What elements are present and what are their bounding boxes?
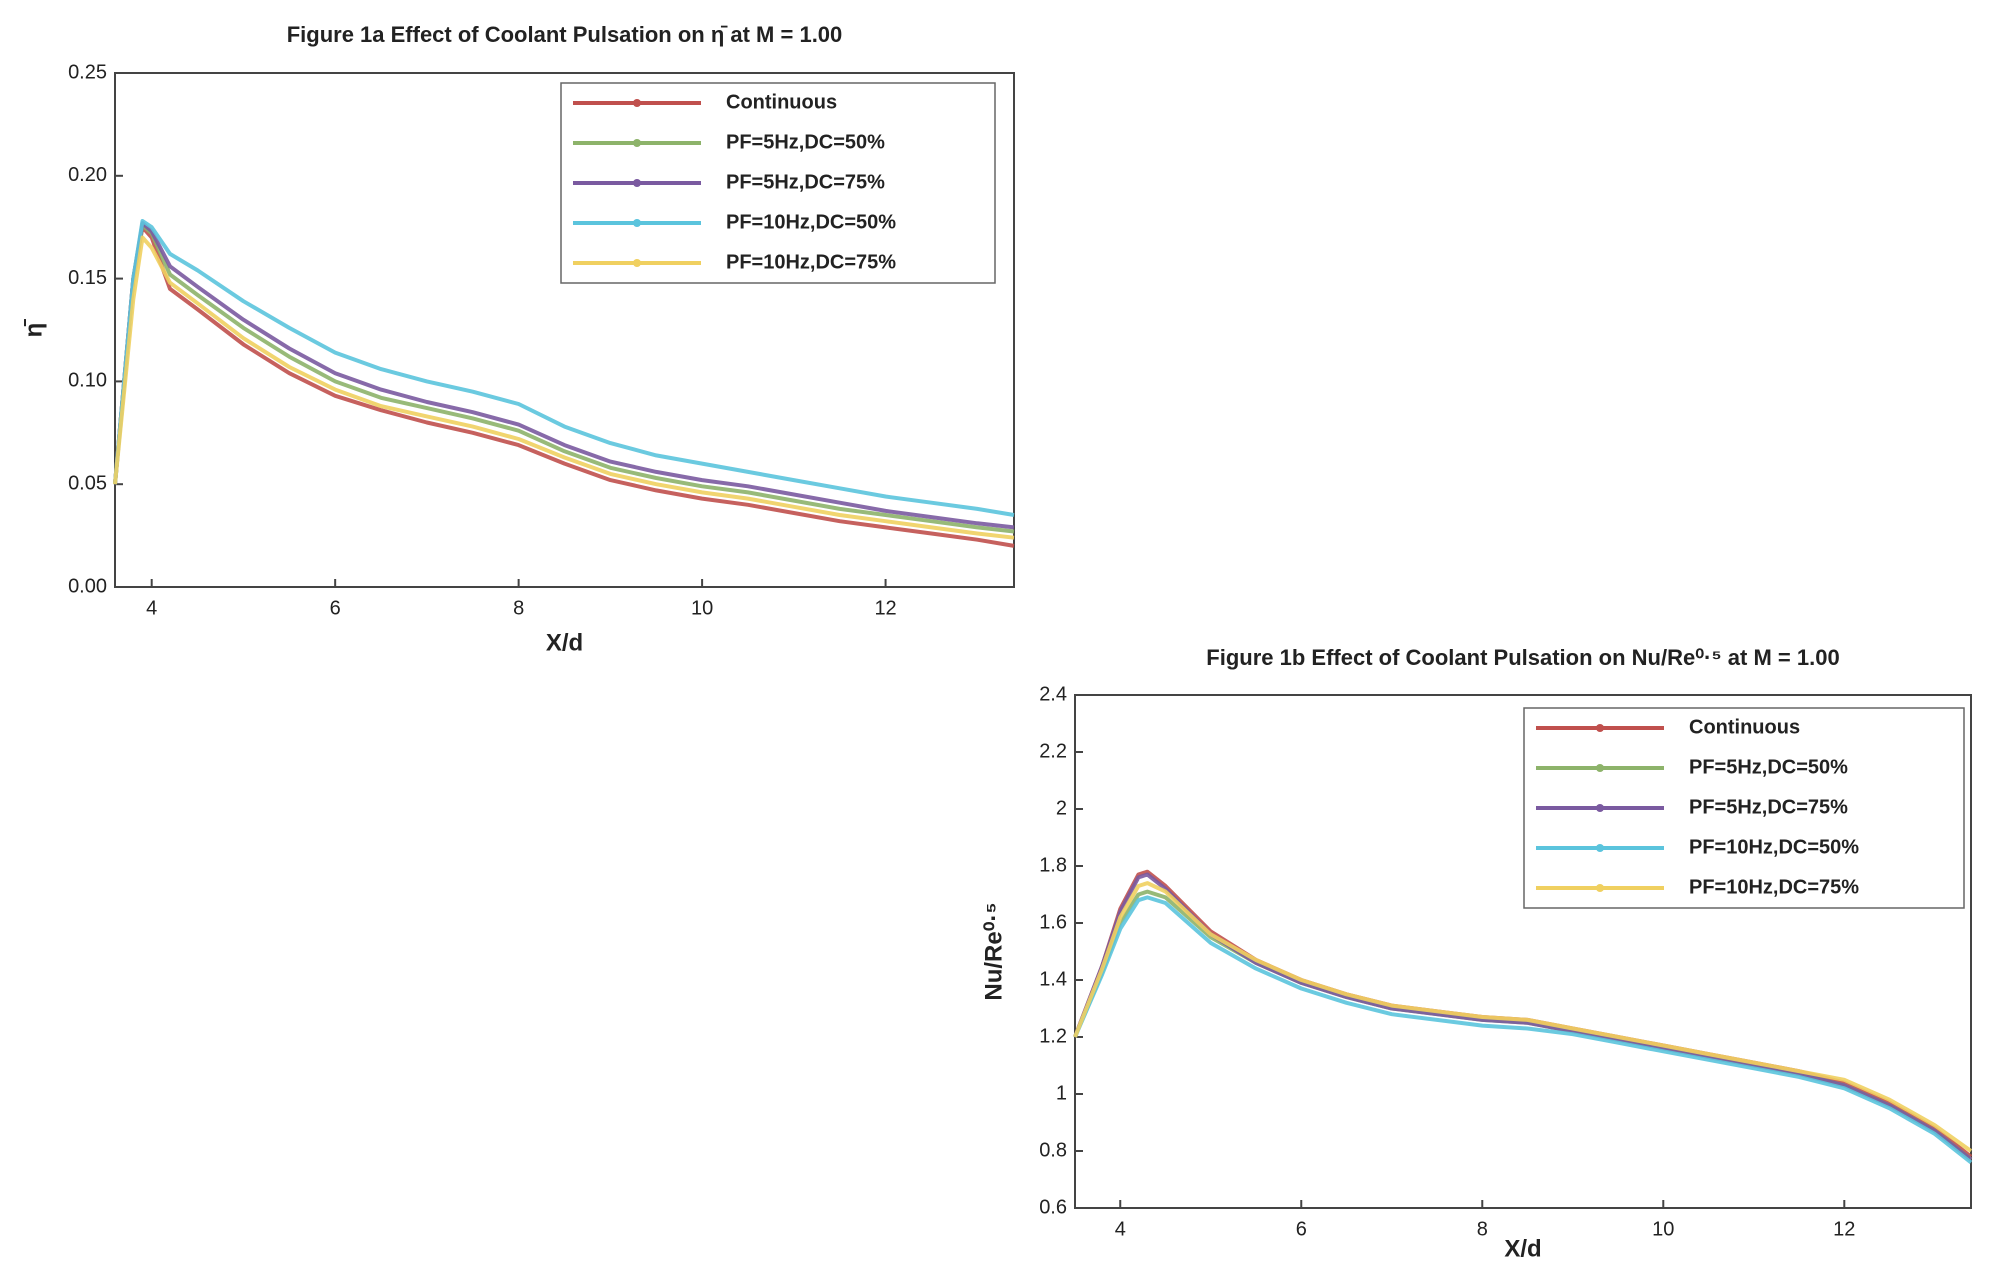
legend-marker	[633, 99, 641, 107]
series-line	[113, 221, 1015, 530]
chart-title: Figure 1b Effect of Coolant Pulsation on…	[1206, 645, 1839, 670]
legend-marker	[633, 139, 641, 147]
x-tick-label: 12	[1833, 1218, 1855, 1240]
x-tick-label: 4	[1115, 1218, 1126, 1240]
chart: Figure 1b Effect of Coolant Pulsation on…	[980, 645, 1973, 1262]
y-tick-label: 0.25	[68, 61, 107, 83]
y-tick-label: 2	[1056, 797, 1067, 819]
y-axis-label: η̄	[20, 319, 47, 338]
y-tick-label: 0.20	[68, 164, 107, 186]
legend-label: PF=5Hz,DC=50%	[1689, 756, 1848, 778]
y-tick-label: 0.00	[68, 575, 107, 597]
y-tick-label: 2.4	[1039, 683, 1067, 705]
y-tick-label: 1.2	[1039, 1025, 1067, 1047]
y-tick-label: 1.8	[1039, 854, 1067, 876]
series-line	[1073, 895, 1973, 1164]
legend-marker	[1596, 844, 1604, 852]
series-line	[113, 219, 1015, 517]
y-tick-label: 0.8	[1039, 1139, 1067, 1161]
legend-label: PF=5Hz,DC=50%	[726, 131, 885, 153]
y-tick-label: 1	[1056, 1082, 1067, 1104]
y-tick-label: 0.6	[1039, 1196, 1067, 1218]
series-line	[113, 235, 1015, 540]
y-tick-label: 0.05	[68, 472, 107, 494]
y-tick-label: 1.4	[1039, 968, 1067, 990]
x-tick-label: 4	[146, 597, 157, 619]
legend-label: PF=5Hz,DC=75%	[726, 171, 885, 193]
y-tick-label: 0.10	[68, 370, 107, 392]
series-line	[113, 223, 1015, 534]
x-axis-label: X/d	[1504, 1235, 1541, 1262]
legend-marker	[1596, 724, 1604, 732]
legend-marker	[633, 179, 641, 187]
series-line	[1073, 872, 1973, 1162]
x-axis-label: X/d	[546, 629, 583, 656]
legend-marker	[1596, 804, 1604, 812]
x-tick-label: 10	[691, 597, 713, 619]
y-tick-label: 0.15	[68, 267, 107, 289]
legend-marker	[633, 259, 641, 267]
x-tick-label: 6	[330, 597, 341, 619]
y-tick-label: 2.2	[1039, 740, 1067, 762]
x-tick-label: 8	[1477, 1218, 1488, 1240]
chart: Figure 1a Effect of Coolant Pulsation on…	[20, 22, 1015, 656]
legend-label: PF=10Hz,DC=75%	[726, 251, 896, 273]
legend-label: PF=5Hz,DC=75%	[1689, 796, 1848, 818]
x-tick-label: 10	[1652, 1218, 1674, 1240]
x-tick-label: 8	[513, 597, 524, 619]
legend-label: PF=10Hz,DC=75%	[1689, 876, 1859, 898]
legend-marker	[633, 219, 641, 227]
legend-label: PF=10Hz,DC=50%	[1689, 836, 1859, 858]
x-tick-label: 6	[1296, 1218, 1307, 1240]
legend-label: Continuous	[726, 91, 837, 113]
y-tick-label: 1.6	[1039, 911, 1067, 933]
legend-marker	[1596, 884, 1604, 892]
chart-title: Figure 1a Effect of Coolant Pulsation on…	[287, 22, 843, 47]
series-line	[1073, 881, 1973, 1153]
legend-marker	[1596, 764, 1604, 772]
legend-label: Continuous	[1689, 716, 1800, 738]
x-tick-label: 12	[874, 597, 896, 619]
legend-label: PF=10Hz,DC=50%	[726, 211, 896, 233]
y-axis-label: Nu/Re⁰·⁵	[980, 902, 1007, 1000]
